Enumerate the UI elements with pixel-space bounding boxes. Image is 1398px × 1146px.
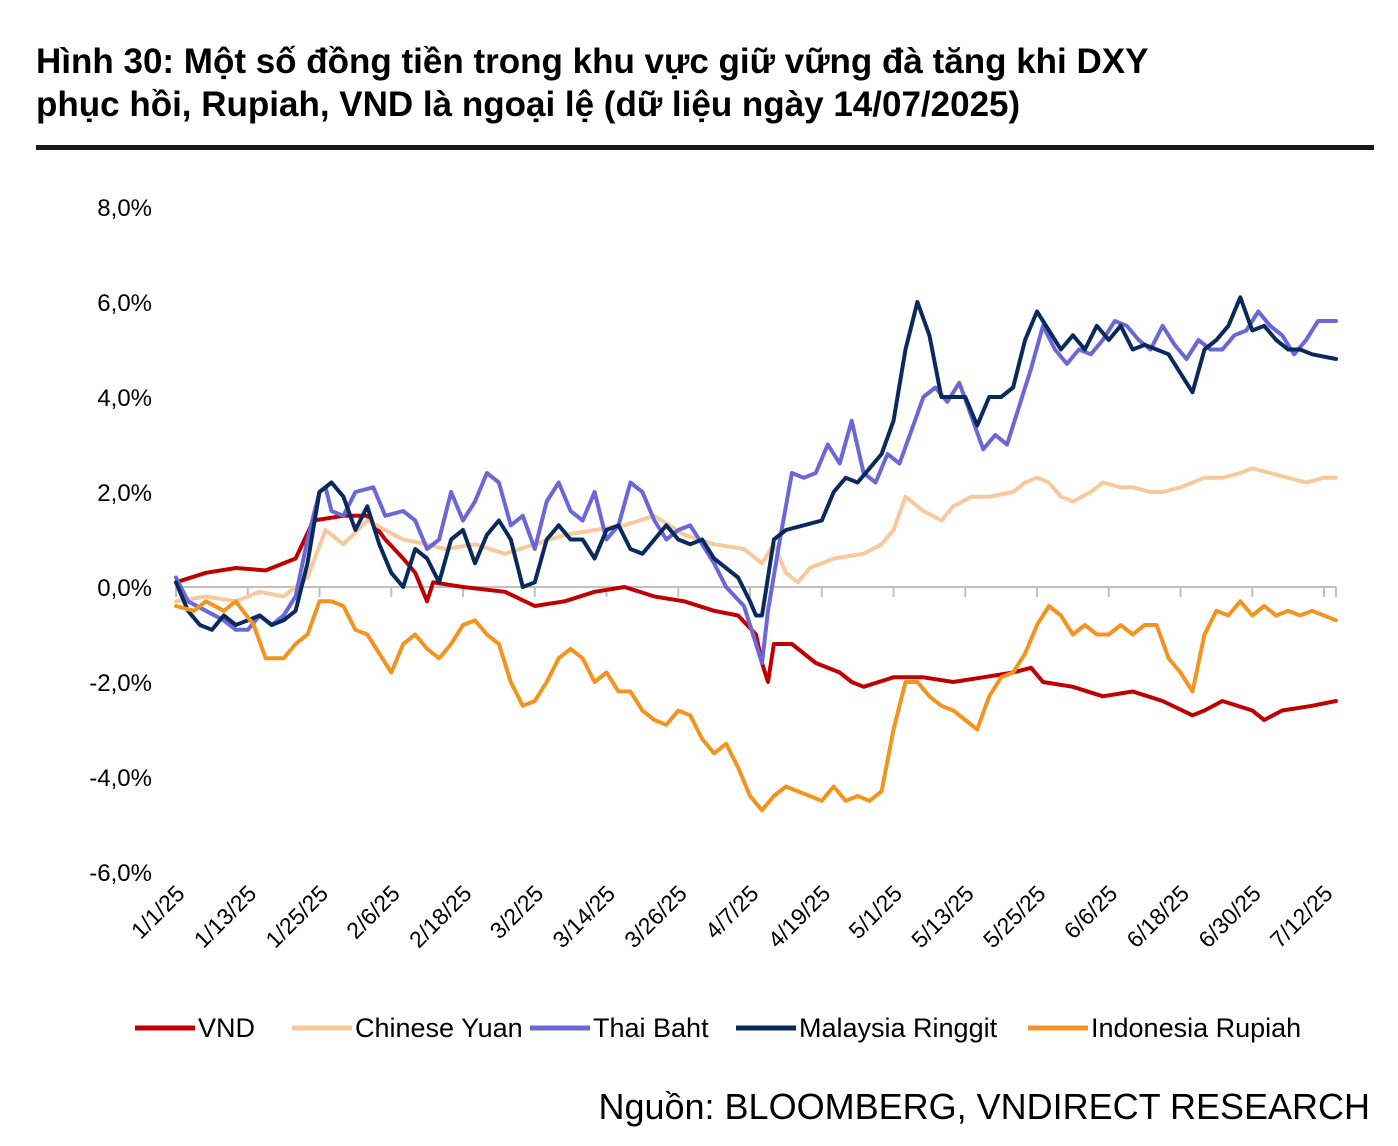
y-tick-label: -4,0% (89, 765, 152, 792)
y-tick-label: 2,0% (97, 480, 152, 507)
series-line-malaysia-ringgit (174, 295, 1338, 632)
series-line-thai-baht (174, 309, 1338, 665)
chart-title-line-2: phục hồi, Rupiah, VND là ngoại lệ (dữ li… (36, 85, 1021, 124)
line-chart: 8,0% 6,0% 4,0% 2,0% 0,0% -2,0% -4,0% -6,0%1/1/2… (89, 195, 1338, 1043)
y-tick-label: 6,0% (97, 290, 152, 317)
y-tick-label: 0,0% (97, 575, 152, 602)
legend-label-vnd: VND (198, 1013, 255, 1043)
x-tick-label: 7/12/25 (1265, 880, 1338, 953)
x-tick-label: 3/26/25 (619, 880, 692, 953)
x-tick-label: 6/6/25 (1059, 880, 1123, 944)
title-underline (36, 145, 1374, 150)
x-tick-label: 1/25/25 (260, 880, 333, 953)
legend-label-indonesia-rupiah: Indonesia Rupiah (1091, 1013, 1301, 1043)
y-tick-label: 4,0% (97, 385, 152, 412)
x-tick-label: 1/1/25 (126, 880, 190, 944)
x-tick-label: 3/14/25 (547, 880, 620, 953)
x-tick-label: 4/7/25 (700, 880, 764, 944)
x-tick-label: 5/13/25 (906, 880, 979, 953)
x-tick-label: 6/18/25 (1121, 880, 1194, 953)
x-tick-label: 3/2/25 (485, 880, 549, 944)
x-tick-label: 2/6/25 (341, 880, 405, 944)
x-tick-label: 2/18/25 (404, 880, 477, 953)
y-tick-label: 8,0% (97, 195, 152, 222)
chart-title: Hình 30: Một số đồng tiền trong khu vực … (36, 40, 1376, 126)
y-tick-label: -6,0% (89, 860, 152, 887)
x-tick-label: 5/25/25 (978, 880, 1051, 953)
chart-title-line-1: Hình 30: Một số đồng tiền trong khu vực … (36, 42, 1149, 81)
y-tick-label: -2,0% (89, 670, 152, 697)
series-line-chinese-yuan (174, 466, 1338, 604)
legend-label-thai-baht: Thai Baht (593, 1013, 709, 1043)
x-tick-label: 6/30/25 (1193, 880, 1266, 953)
series-line-vnd (174, 513, 1338, 722)
source-note: Nguồn: BLOOMBERG, VNDIRECT RESEARCH (598, 1086, 1370, 1127)
legend-label-chinese-yuan: Chinese Yuan (355, 1013, 523, 1043)
legend-label-malaysia-ringgit: Malaysia Ringgit (799, 1013, 998, 1043)
x-tick-label: 5/1/25 (843, 880, 907, 944)
x-tick-label: 4/19/25 (763, 880, 836, 953)
series-line-indonesia-rupiah (174, 599, 1338, 813)
x-tick-label: 1/13/25 (189, 880, 262, 953)
